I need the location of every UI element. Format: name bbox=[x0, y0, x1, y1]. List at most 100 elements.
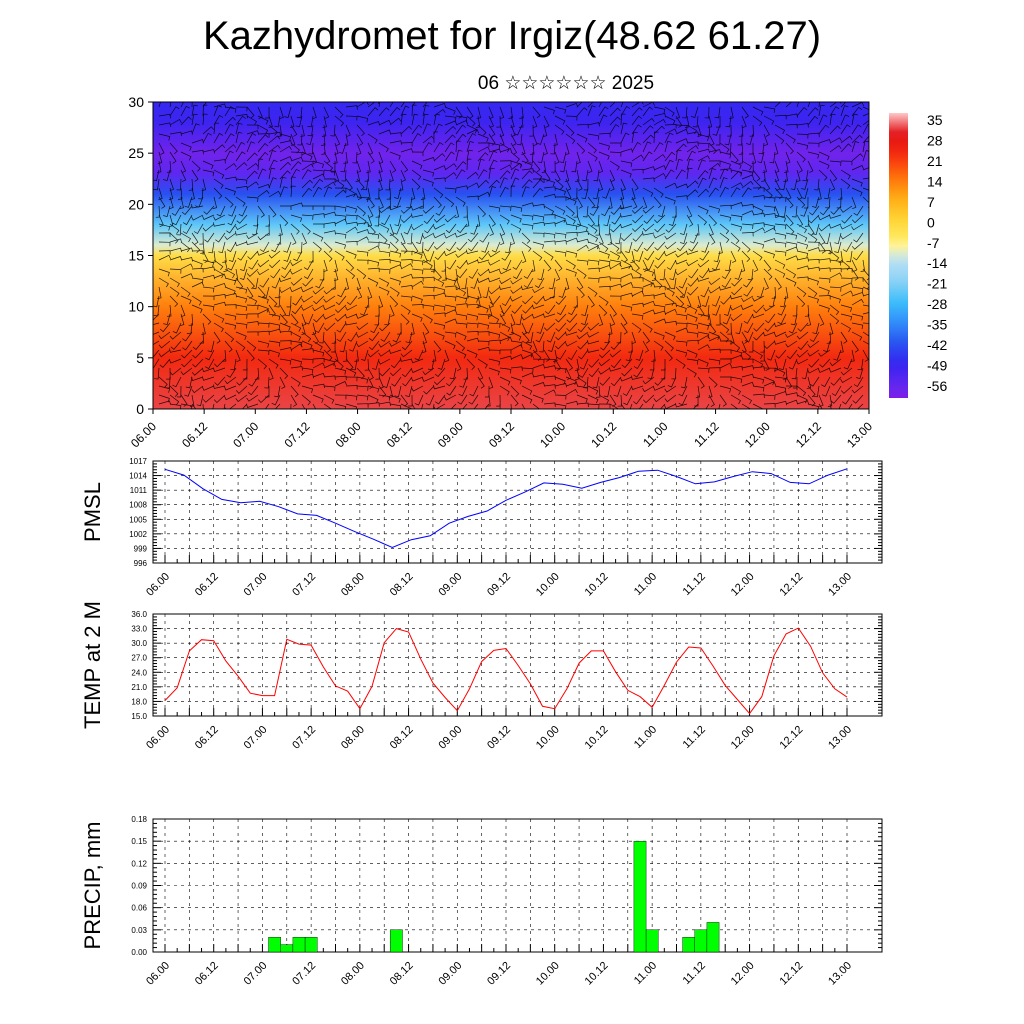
wind-barb bbox=[620, 304, 633, 312]
wind-barb bbox=[826, 331, 832, 344]
wind-barb bbox=[672, 205, 677, 218]
wind-barb bbox=[468, 241, 479, 252]
wind-barb bbox=[807, 132, 820, 138]
wind-barb bbox=[642, 223, 655, 232]
wind-barb bbox=[554, 394, 567, 400]
wind-barb bbox=[532, 115, 538, 129]
wind-barb bbox=[488, 286, 501, 295]
wind-barb bbox=[774, 124, 786, 134]
wind-barb bbox=[246, 240, 259, 246]
wind-barb bbox=[510, 133, 517, 146]
wind-barb bbox=[829, 145, 842, 153]
wind-barb bbox=[389, 264, 403, 270]
wind-barb bbox=[477, 367, 484, 380]
wind-barb bbox=[213, 178, 224, 189]
wind-barb bbox=[235, 196, 246, 207]
wind-barb bbox=[613, 385, 622, 397]
wind-barb bbox=[631, 259, 640, 272]
wind-barb bbox=[169, 367, 182, 376]
wind-barb bbox=[258, 394, 270, 403]
wind-barb bbox=[268, 205, 277, 218]
wind-barb bbox=[204, 232, 215, 243]
wind-barb bbox=[180, 273, 194, 279]
wind-barb bbox=[367, 349, 380, 358]
wind-barb bbox=[278, 277, 292, 283]
wind-barb bbox=[158, 232, 171, 237]
wind-barb bbox=[535, 331, 545, 343]
wind-barb bbox=[785, 255, 799, 261]
wind-barb bbox=[488, 250, 501, 258]
wind-barb bbox=[227, 214, 237, 226]
wind-barb bbox=[521, 349, 533, 358]
y-tick-label: 0.15 bbox=[131, 837, 147, 846]
wind-barb bbox=[598, 295, 609, 306]
x-tick-label: 11.00 bbox=[632, 724, 659, 751]
wind-barb bbox=[411, 277, 424, 282]
wind-barb bbox=[323, 385, 336, 392]
wind-barb bbox=[312, 403, 317, 409]
wind-barb bbox=[587, 133, 600, 140]
wind-barb bbox=[499, 223, 506, 236]
wind-barb bbox=[603, 214, 611, 227]
wind-barb bbox=[400, 126, 412, 135]
wind-barb bbox=[205, 358, 215, 370]
x-tick-label: 10.12 bbox=[583, 960, 611, 988]
wind-barb bbox=[356, 385, 369, 391]
wind-barb bbox=[543, 232, 556, 239]
wind-barb bbox=[686, 180, 699, 189]
wind-barb bbox=[169, 196, 174, 210]
wind-barb bbox=[654, 214, 666, 224]
precip-bar bbox=[645, 929, 659, 953]
wind-barb bbox=[620, 213, 633, 218]
wind-barb bbox=[510, 403, 512, 409]
wind-barb bbox=[576, 394, 588, 403]
wind-barb bbox=[763, 259, 772, 272]
wind-barb bbox=[355, 169, 361, 182]
wind-barb bbox=[268, 135, 281, 144]
wind-barb bbox=[444, 172, 457, 180]
wind-barb bbox=[532, 382, 546, 387]
wind-barb bbox=[543, 322, 556, 331]
wind-barb bbox=[713, 250, 721, 263]
wind-barb bbox=[433, 340, 442, 353]
wind-barb bbox=[279, 376, 286, 389]
wind-barb bbox=[697, 367, 710, 373]
wind-barb bbox=[609, 295, 622, 301]
wind-barb bbox=[169, 403, 182, 409]
wind-barb bbox=[433, 376, 446, 386]
wind-barb bbox=[807, 102, 811, 108]
wind-barb bbox=[190, 376, 204, 382]
wind-barb bbox=[697, 188, 709, 198]
wind-barb bbox=[523, 277, 534, 288]
wind-barb bbox=[785, 113, 798, 118]
wind-barb bbox=[730, 170, 742, 180]
wind-barb bbox=[746, 133, 754, 146]
wind-barb bbox=[598, 358, 611, 367]
wind-barb bbox=[531, 304, 545, 310]
wind-barb bbox=[433, 177, 446, 182]
wind-barb bbox=[828, 214, 842, 219]
wind-barb bbox=[378, 223, 390, 233]
x-tick-label: 12.12 bbox=[777, 960, 805, 988]
colorbar-label: -7 bbox=[927, 235, 940, 251]
wind-barb bbox=[202, 104, 208, 117]
wind-barb bbox=[763, 213, 776, 218]
wind-barb bbox=[434, 367, 446, 377]
wind-barb bbox=[719, 362, 732, 369]
wind-barb bbox=[753, 331, 765, 341]
wind-barb bbox=[389, 232, 399, 244]
wind-barb bbox=[390, 358, 402, 369]
precip-bar bbox=[304, 937, 318, 953]
wind-barb bbox=[264, 403, 270, 409]
wind-barb bbox=[851, 298, 864, 306]
wind-barb bbox=[631, 268, 642, 279]
wind-barb bbox=[687, 277, 699, 287]
wind-barb bbox=[364, 295, 370, 308]
wind-barb bbox=[274, 403, 281, 409]
wind-barb bbox=[587, 214, 595, 227]
wind-barb bbox=[565, 102, 579, 108]
wind-barb bbox=[619, 223, 633, 229]
wind-barb bbox=[521, 367, 534, 373]
wind-barb bbox=[290, 115, 295, 129]
wind-barb bbox=[642, 205, 655, 214]
